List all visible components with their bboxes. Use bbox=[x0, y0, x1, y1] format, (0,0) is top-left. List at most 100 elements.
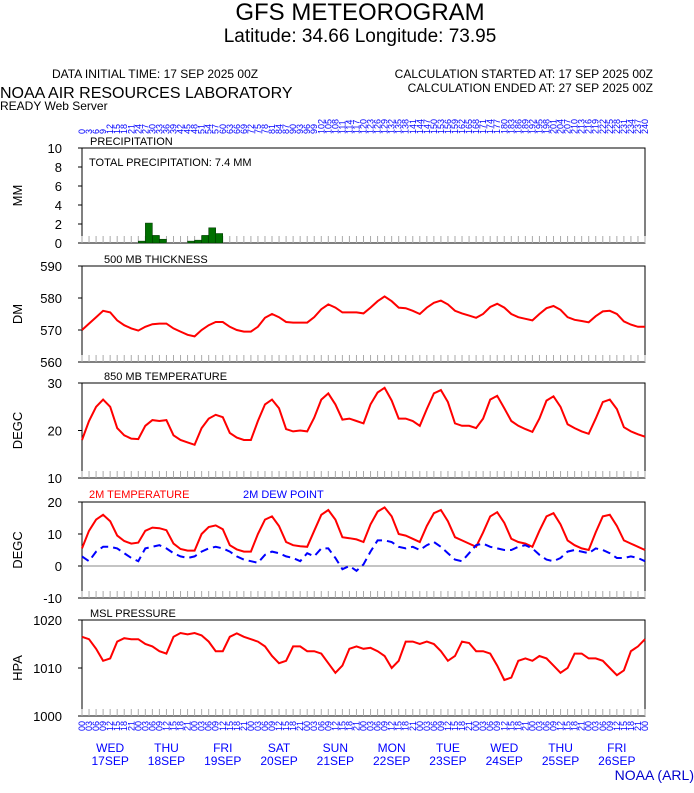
hour-label: 21 bbox=[295, 721, 305, 731]
hour-label: 12 bbox=[105, 721, 115, 731]
date-label: 23SEP bbox=[429, 754, 466, 768]
hour-label: 09 bbox=[492, 721, 502, 731]
panel-title: PRECIPITATION bbox=[90, 136, 173, 148]
hour-label: 03 bbox=[84, 721, 94, 731]
hour-label: 00 bbox=[640, 721, 650, 731]
forecast-hour-label: 105 bbox=[323, 119, 333, 134]
precip-bar bbox=[208, 227, 216, 244]
forecast-hour-label: 108 bbox=[330, 119, 340, 134]
hour-label: 06 bbox=[316, 721, 326, 731]
forecast-hour-label: 192 bbox=[527, 119, 537, 134]
forecast-hour-label: 54 bbox=[204, 124, 214, 134]
hour-label: 06 bbox=[485, 721, 495, 731]
hour-label: 00 bbox=[415, 721, 425, 731]
y-tick-label: 10 bbox=[48, 141, 62, 156]
hour-label: 03 bbox=[197, 721, 207, 731]
calc-started: CALCULATION STARTED AT: 17 SEP 2025 00Z bbox=[395, 67, 653, 81]
hour-label: 09 bbox=[380, 721, 390, 731]
hour-label: 09 bbox=[323, 721, 333, 731]
forecast-hour-label: 177 bbox=[492, 119, 502, 134]
forecast-hour-label: 36 bbox=[161, 124, 171, 134]
hour-label: 03 bbox=[591, 721, 601, 731]
forecast-hour-label: 39 bbox=[168, 124, 178, 134]
y-axis-label: DEGC bbox=[10, 531, 25, 569]
forecast-hour-label: 150 bbox=[429, 119, 439, 134]
panel-title: 500 MB THICKNESS bbox=[104, 254, 208, 266]
forecast-hour-label: 201 bbox=[549, 119, 559, 134]
hour-label: 00 bbox=[77, 721, 87, 731]
hour-label: 18 bbox=[119, 721, 129, 731]
precip-bar bbox=[201, 235, 209, 244]
forecast-hour-label: 213 bbox=[577, 119, 587, 134]
hour-label: 09 bbox=[154, 721, 164, 731]
date-label: 18SEP bbox=[148, 754, 185, 768]
hour-label: 06 bbox=[429, 721, 439, 731]
forecast-hour-label: 183 bbox=[506, 119, 516, 134]
panel-frame bbox=[81, 382, 646, 479]
location: Latitude: 34.66 Longitude: 73.95 bbox=[224, 26, 497, 47]
date-label: 26SEP bbox=[598, 754, 635, 768]
hour-label: 09 bbox=[267, 721, 277, 731]
series-line bbox=[81, 295, 645, 338]
forecast-hour-label: 6 bbox=[91, 129, 101, 134]
forecast-hour-label: 60 bbox=[218, 124, 228, 134]
panel-frame bbox=[81, 619, 646, 717]
forecast-hour-label: 225 bbox=[605, 119, 615, 134]
hour-label: 03 bbox=[253, 721, 263, 731]
forecast-hour-label: 75 bbox=[253, 124, 263, 134]
hour-label: 09 bbox=[211, 721, 221, 731]
hour-label: 03 bbox=[366, 721, 376, 731]
y-tick-label: 590 bbox=[40, 259, 62, 274]
forecast-hour-label: 174 bbox=[485, 119, 495, 134]
forecast-hour-label: 222 bbox=[598, 119, 608, 134]
y-tick-label: 570 bbox=[40, 323, 62, 338]
forecast-hour-label: 126 bbox=[373, 119, 383, 134]
date-label: 21SEP bbox=[317, 754, 354, 768]
title: GFS METEOROGRAM bbox=[235, 0, 484, 26]
y-tick-label: 1010 bbox=[33, 661, 62, 676]
forecast-hour-label: 51 bbox=[197, 124, 207, 134]
hour-label: 03 bbox=[309, 721, 319, 731]
y-tick-label: -10 bbox=[43, 591, 62, 606]
hour-label: 12 bbox=[612, 721, 622, 731]
hour-label: 00 bbox=[246, 721, 256, 731]
day-label: WED bbox=[490, 741, 518, 755]
forecast-hour-label: 21 bbox=[126, 124, 136, 134]
forecast-hour-label: 132 bbox=[387, 119, 397, 134]
forecast-hour-label: 237 bbox=[633, 119, 643, 134]
panel-title: 850 MB TEMPERATURE bbox=[104, 371, 227, 383]
y-tick-label: 4 bbox=[55, 198, 62, 213]
hour-label: 18 bbox=[513, 721, 523, 731]
hour-label: 18 bbox=[344, 721, 354, 731]
series-line bbox=[81, 539, 646, 573]
y-tick-label: 20 bbox=[48, 424, 62, 439]
hour-label: 15 bbox=[112, 721, 122, 731]
date-label: 19SEP bbox=[204, 754, 241, 768]
hour-label: 12 bbox=[387, 721, 397, 731]
forecast-hour-label: 66 bbox=[232, 124, 242, 134]
server: READY Web Server bbox=[0, 99, 108, 113]
hour-label: 00 bbox=[190, 721, 200, 731]
hour-label: 21 bbox=[633, 721, 643, 731]
hour-label: 18 bbox=[232, 721, 242, 731]
hour-label: 06 bbox=[91, 721, 101, 731]
forecast-hour-label: 198 bbox=[541, 119, 551, 134]
y-tick-label: 1000 bbox=[33, 709, 62, 724]
y-axis-label: DM bbox=[10, 304, 25, 324]
forecast-hour-label: 12 bbox=[105, 124, 115, 134]
series-line bbox=[81, 631, 646, 682]
forecast-hour-label: 165 bbox=[464, 119, 474, 134]
hour-label: 09 bbox=[436, 721, 446, 731]
hour-label: 00 bbox=[302, 721, 312, 731]
day-label: SUN bbox=[323, 741, 348, 755]
forecast-hour-label: 159 bbox=[450, 119, 460, 134]
hour-label: 15 bbox=[225, 721, 235, 731]
forecast-hour-label: 204 bbox=[556, 119, 566, 134]
y-tick-label: 20 bbox=[48, 495, 62, 510]
forecast-hour-label: 141 bbox=[408, 119, 418, 134]
hour-label: 06 bbox=[373, 721, 383, 731]
y-tick-label: 10 bbox=[48, 527, 62, 542]
hour-label: 15 bbox=[619, 721, 629, 731]
hour-label: 21 bbox=[351, 721, 361, 731]
hour-label: 06 bbox=[204, 721, 214, 731]
